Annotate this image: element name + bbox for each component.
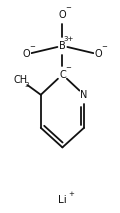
Text: C: C	[59, 70, 66, 79]
Text: +: +	[69, 191, 74, 197]
Text: Li: Li	[58, 195, 67, 205]
Text: CH: CH	[13, 75, 27, 85]
Text: B: B	[59, 41, 66, 51]
Text: −: −	[65, 65, 71, 71]
Text: −: −	[101, 45, 107, 50]
Text: N: N	[80, 90, 88, 100]
Text: O: O	[95, 49, 102, 59]
Text: −: −	[65, 5, 71, 11]
Text: 3: 3	[24, 82, 29, 88]
Text: −: −	[29, 45, 35, 50]
Text: 3+: 3+	[63, 36, 73, 42]
Text: O: O	[23, 49, 30, 59]
Text: O: O	[59, 10, 66, 20]
